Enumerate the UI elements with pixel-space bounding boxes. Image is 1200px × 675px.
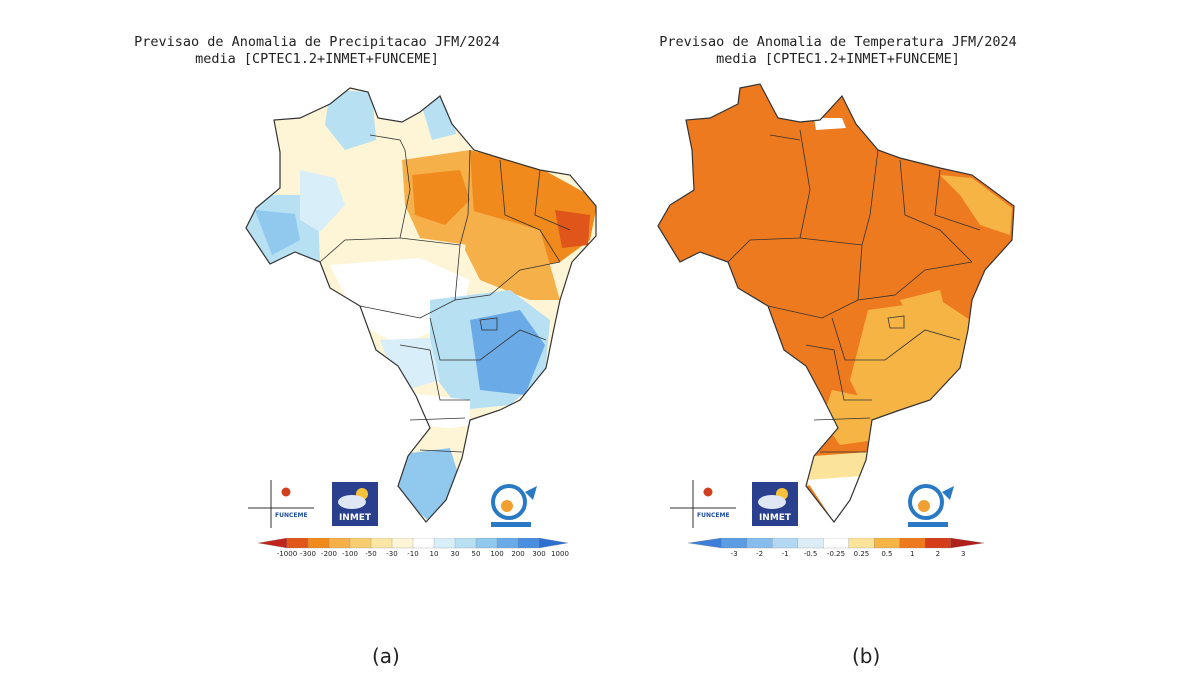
legend-label: -300	[300, 550, 316, 558]
temperature-map	[657, 83, 1015, 523]
legend-label: -3	[730, 550, 738, 558]
legend-swatch	[746, 538, 774, 549]
precipitation-map	[245, 87, 597, 523]
legend-swatch	[391, 538, 414, 549]
legend-label: -100	[342, 550, 358, 558]
title-line-1: Previsao de Anomalia de Temperatura JFM/…	[659, 34, 1017, 50]
legend-swatch	[258, 538, 288, 549]
legend-swatch	[496, 538, 519, 549]
legend-label: -10	[407, 550, 419, 558]
funceme-logo: FUNCEME	[248, 480, 314, 528]
legend-label: 200	[511, 550, 525, 558]
legend-label: 300	[532, 550, 546, 558]
legend-label: 3	[961, 550, 966, 558]
legend-swatch	[328, 538, 351, 549]
legend-swatch	[286, 538, 309, 549]
caption-b: (b)	[852, 644, 881, 668]
map-title-precipitation: Previsao de Anomalia de Precipitacao JFM…	[117, 34, 517, 68]
legend-swatch	[874, 538, 901, 549]
legend-swatch	[517, 538, 540, 549]
legend-label: -1	[781, 550, 789, 558]
panel-precipitation: Previsao de Anomalia de Precipitacao JFM…	[117, 34, 597, 668]
legend-swatch	[412, 538, 435, 549]
legend-swatch	[454, 538, 477, 549]
temperature-legend-bar	[688, 538, 984, 549]
caption-a: (a)	[372, 644, 400, 668]
legend-swatch	[475, 538, 498, 549]
legend-label: -0.5	[803, 550, 818, 558]
title-line-2: media [CPTEC1.2+INMET+FUNCEME]	[195, 51, 439, 67]
inmet-logo-text: INMET	[339, 513, 372, 523]
legend-swatch	[721, 538, 748, 549]
legend-label: -200	[321, 550, 337, 558]
panel-temperature: Previsao de Anomalia de Temperatura JFM/…	[600, 0, 1200, 675]
legend-swatch	[772, 538, 799, 549]
legend-label: 30	[450, 550, 460, 558]
title-line-2: media [CPTEC1.2+INMET+FUNCEME]	[716, 51, 960, 67]
legend-label: 2	[935, 550, 941, 558]
legend-label: 10	[429, 550, 439, 558]
map-title-temperature: Previsao de Anomalia de Temperatura JFM/…	[638, 34, 1038, 68]
legend-swatch	[349, 538, 372, 549]
legend-swatch	[797, 538, 824, 549]
precipitation-legend-labels: -1000 -300 -200 -100 -50 -30 -10 10 30 50 100 200 30…	[258, 550, 569, 560]
legend-label: -1000	[276, 550, 298, 558]
inmet-logo-text: INMET	[759, 513, 792, 523]
precipitation-legend-bar	[258, 538, 568, 549]
legend-swatch	[538, 538, 568, 549]
funceme-logo-text: FUNCEME	[697, 512, 730, 519]
legend-swatch	[433, 538, 456, 549]
temperature-legend-labels: -3 -2 -1 -0.5 -0.25 0.25 0.5 1 2 3	[688, 550, 984, 560]
cptec-logo	[908, 484, 954, 527]
funceme-logo: FUNCEME	[670, 480, 736, 528]
legend-label: -30	[386, 550, 398, 558]
funceme-logo-text: FUNCEME	[275, 512, 308, 519]
inmet-logo: INMET	[752, 482, 798, 526]
legend-label: 100	[490, 550, 504, 558]
legend-swatch	[823, 538, 850, 549]
legend-swatch	[307, 538, 330, 549]
legend-swatch	[848, 538, 875, 549]
legend-swatch	[370, 538, 393, 549]
legend-swatch	[688, 538, 722, 549]
legend-label: -2	[756, 550, 764, 558]
cptec-logo	[491, 484, 537, 527]
legend-swatch	[950, 538, 984, 549]
legend-label: -50	[365, 550, 377, 558]
title-line-1: Previsao de Anomalia de Precipitacao JFM…	[134, 34, 500, 50]
legend-label: 0.5	[881, 550, 893, 558]
legend-label: 50	[471, 550, 481, 558]
legend-swatch	[899, 538, 926, 549]
legend-label: 1000	[551, 550, 569, 558]
legend-swatch	[924, 538, 952, 549]
legend-label: 1	[910, 550, 915, 558]
legend-label: -0.25	[826, 550, 846, 558]
inmet-logo: INMET	[332, 482, 378, 526]
legend-label: 0.25	[853, 550, 870, 558]
